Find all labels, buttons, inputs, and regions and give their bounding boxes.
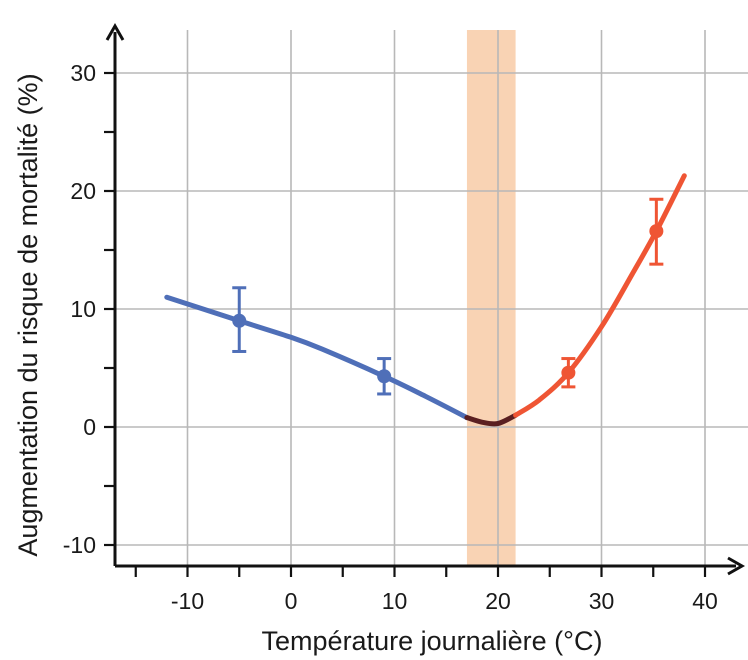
x-axis-title: Température journalière (°C)	[262, 626, 603, 656]
y-axis-arrow-icon	[105, 22, 125, 41]
heat-risk-curve	[513, 173, 687, 418]
y-tick-label: 0	[83, 414, 96, 440]
y-tick-label: 20	[70, 178, 96, 204]
data-point	[232, 313, 247, 328]
y-tick-label: 30	[70, 60, 96, 86]
cold-risk-curve	[164, 294, 470, 421]
risk-curve-layer	[164, 173, 687, 427]
x-tick-label: -10	[171, 588, 204, 614]
data-point	[561, 365, 576, 380]
y-axis-title: Augmentation du risque de mortalité (%)	[13, 73, 43, 556]
x-tick-label: 0	[285, 588, 298, 614]
data-point	[377, 369, 392, 384]
y-tick-label: 10	[70, 296, 96, 322]
data-point	[649, 224, 664, 239]
optimal-range-curve	[464, 412, 519, 427]
comfort-temperature-band-layer	[466, 30, 516, 566]
optimal-temperature-band	[466, 30, 516, 566]
tick-label-layer: -10 0 10 20 30 40 -10 0 10 20 30	[63, 60, 718, 614]
grid-layer	[115, 30, 748, 566]
x-tick-label: 40	[692, 588, 718, 614]
y-tick-label: -10	[63, 532, 96, 558]
x-tick-label: 30	[589, 588, 615, 614]
axes-layer	[104, 22, 746, 577]
x-tick-label: 20	[485, 588, 511, 614]
error-bar-layer	[232, 197, 664, 396]
x-axis-arrow-icon	[727, 556, 746, 576]
x-tick-label: 10	[382, 588, 408, 614]
